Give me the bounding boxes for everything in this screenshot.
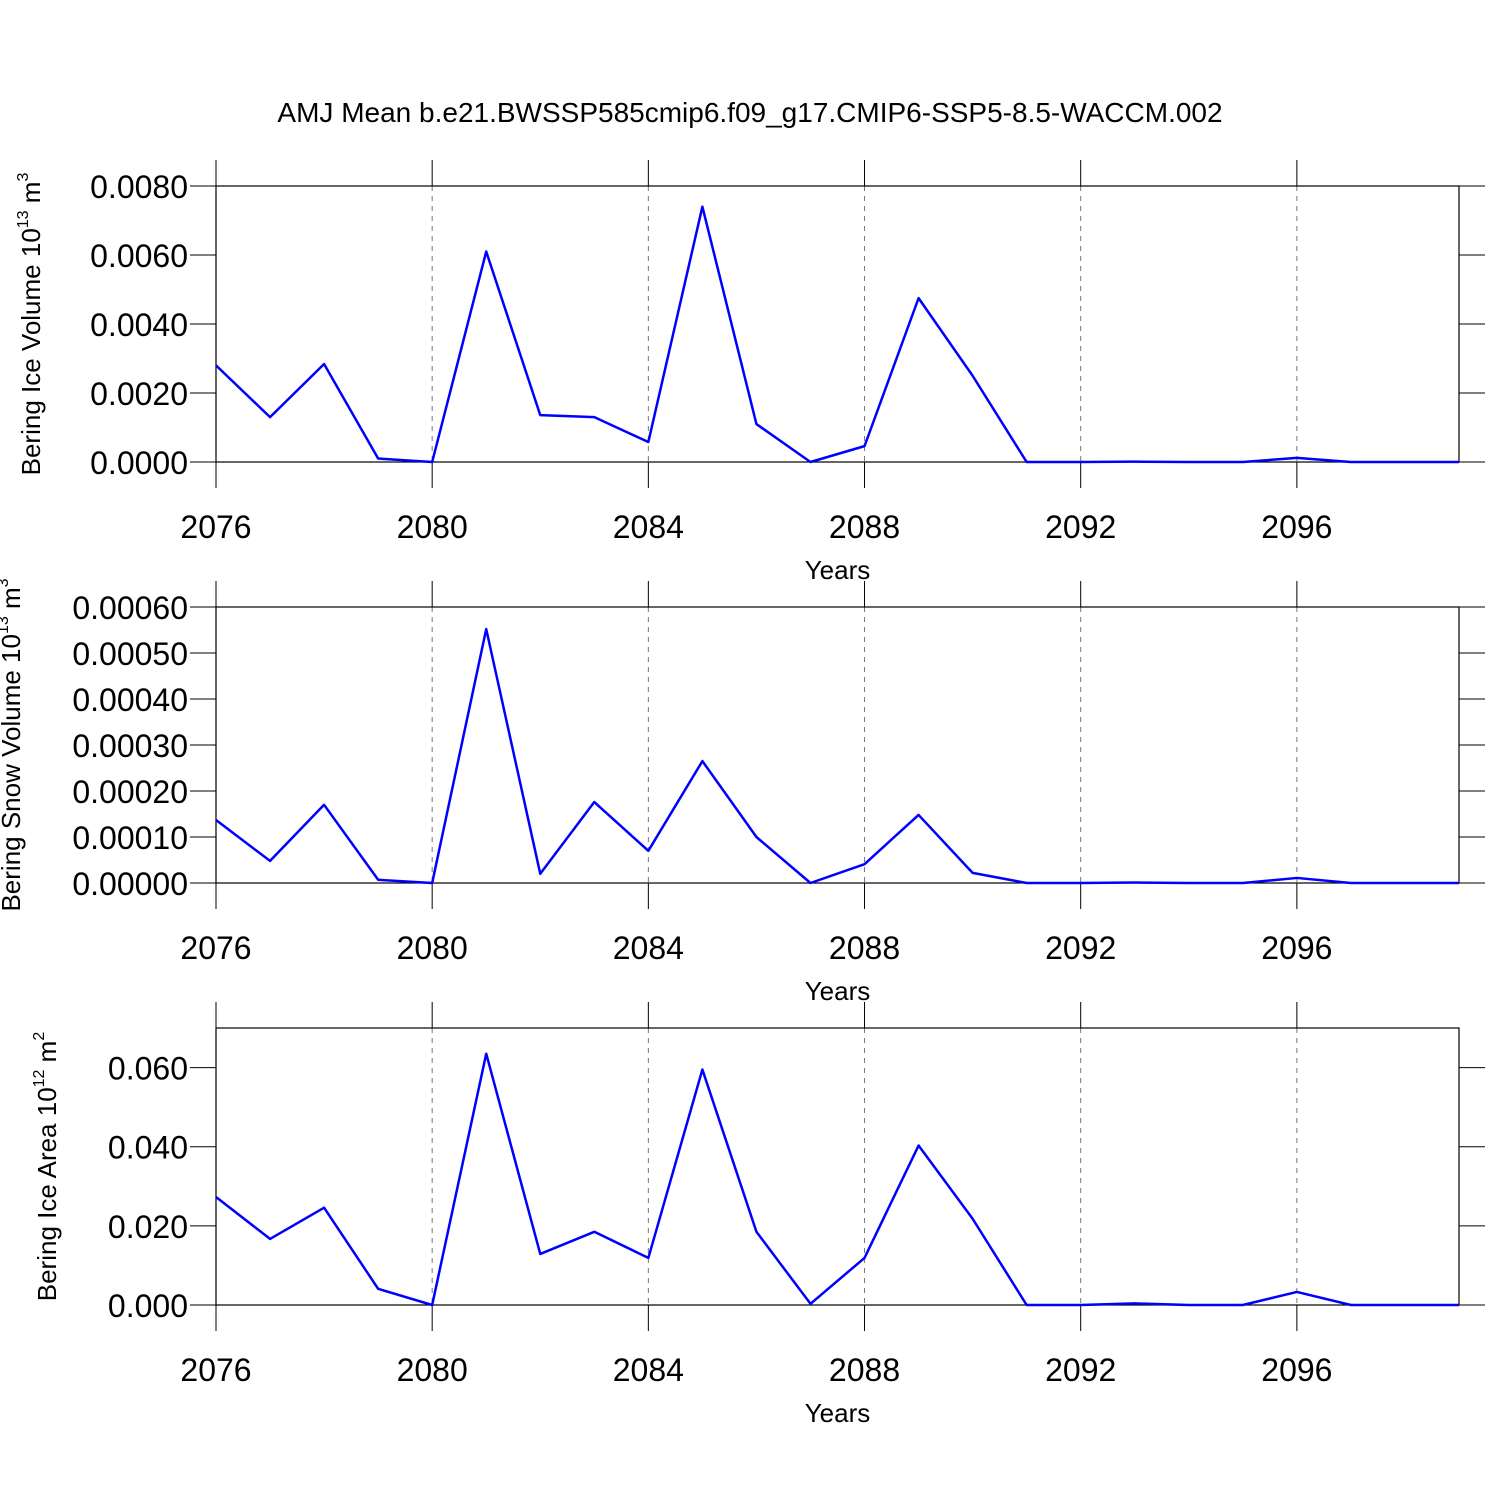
y-axis-label-exponent: 13 [0,616,12,634]
y-axis-label-part: m [32,1041,62,1070]
x-tick-label: 2096 [1261,509,1332,545]
y-tick-label: 0.00030 [72,728,188,764]
y-axis-label: Bering Ice Volume 1013 m3 [15,173,46,476]
x-tick-label: 2080 [397,1352,468,1388]
y-tick-label: 0.00020 [72,774,188,810]
x-tick-label: 2096 [1261,930,1332,966]
y-axis-label-part: Bering Ice Volume 10 [16,228,46,475]
y-axis-label-part: Bering Ice Area 10 [32,1087,62,1301]
y-axis-label-exponent: 3 [15,173,32,182]
y-tick-label: 0.0000 [90,445,188,481]
y-tick-label: 0.000 [108,1288,188,1324]
data-line [215,627,1459,885]
figure-title: AMJ Mean b.e21.BWSSP585cmip6.f09_g17.CMI… [277,97,1222,128]
data-line [215,205,1459,464]
y-tick-label: 0.00010 [72,820,188,856]
plot-frame [215,185,1460,463]
y-axis-label-exponent: 12 [31,1069,48,1087]
x-tick-label: 2088 [829,930,900,966]
x-tick-label: 2084 [613,1352,684,1388]
y-tick-label: 0.00000 [72,866,188,902]
plot-frame [215,1027,1460,1306]
x-axis-label: Years [805,555,871,585]
y-tick-label: 0.00060 [72,590,188,626]
x-axis-label: Years [805,976,871,1006]
y-axis-label-exponent: 13 [15,210,32,228]
x-tick-label: 2076 [180,1352,251,1388]
x-tick-label: 2088 [829,1352,900,1388]
y-tick-label: 0.0060 [90,238,188,274]
y-axis-label-part: m [0,587,26,616]
y-tick-label: 0.040 [108,1130,188,1166]
x-tick-label: 2088 [829,509,900,545]
x-tick-label: 2084 [613,930,684,966]
plot-frame [215,606,1460,884]
x-tick-label: 2080 [397,930,468,966]
y-axis-label: Bering Ice Area 1012 m2 [31,1032,62,1302]
y-tick-label: 0.00040 [72,682,188,718]
x-tick-label: 2092 [1045,930,1116,966]
y-tick-label: 0.020 [108,1209,188,1245]
data-line [215,1052,1459,1307]
x-tick-label: 2084 [613,509,684,545]
x-tick-label: 2076 [180,930,251,966]
x-axis-label: Years [805,1398,871,1428]
x-tick-label: 2092 [1045,509,1116,545]
x-tick-label: 2096 [1261,1352,1332,1388]
y-tick-label: 0.060 [108,1051,188,1087]
y-axis-label-part: m [16,182,46,211]
y-axis-label-part: Bering Snow Volume 10 [0,634,26,912]
y-tick-label: 0.0080 [90,169,188,205]
y-tick-label: 0.0020 [90,376,188,412]
y-axis-label-exponent: 2 [31,1032,48,1041]
x-tick-label: 2076 [180,509,251,545]
y-tick-label: 0.0040 [90,307,188,343]
y-tick-label: 0.00050 [72,636,188,672]
x-tick-label: 2080 [397,509,468,545]
y-axis-label-exponent: 3 [0,578,12,587]
x-tick-label: 2092 [1045,1352,1116,1388]
y-axis-label: Bering Snow Volume 1013 m3 [0,578,26,911]
